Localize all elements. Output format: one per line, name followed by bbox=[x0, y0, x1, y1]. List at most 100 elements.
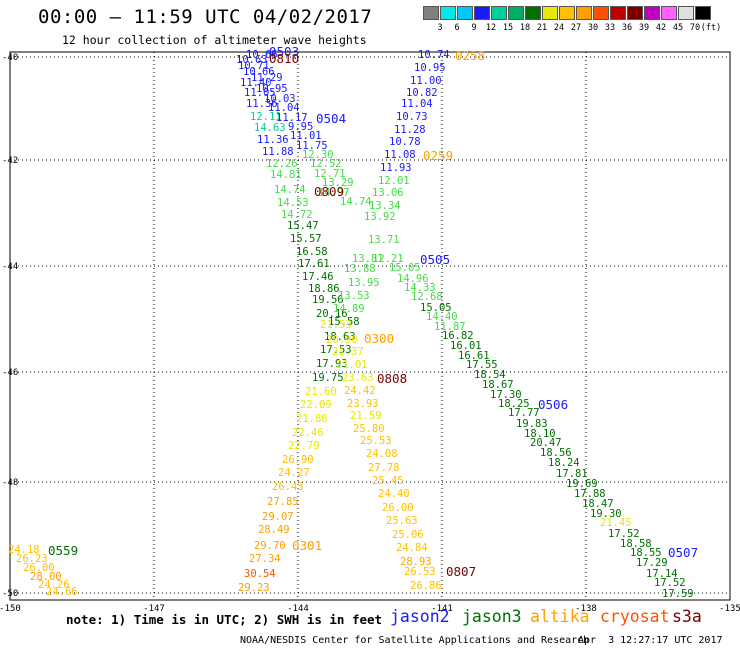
wave-height-label: 11.05 bbox=[244, 87, 276, 99]
wave-height-label: 10.74 bbox=[418, 49, 450, 61]
wave-height-label: 11.36 bbox=[246, 98, 278, 110]
wave-height-label: 10.71 bbox=[238, 60, 270, 72]
longitude-label: -147 bbox=[143, 604, 165, 614]
wave-height-label: 21.53 bbox=[320, 319, 352, 331]
wave-height-label: 14.96 bbox=[397, 273, 429, 285]
pass-time-label: 0504 bbox=[316, 111, 346, 126]
wave-height-label: 21.60 bbox=[305, 386, 337, 398]
wave-height-label: 18.55 bbox=[630, 547, 662, 559]
wave-height-label: 24.42 bbox=[344, 385, 376, 397]
color-scale-label: 6 bbox=[454, 23, 460, 33]
wave-height-label: 25.06 bbox=[392, 529, 424, 541]
pass-time-label: 0506 bbox=[538, 397, 568, 412]
wave-height-label: 10.66 bbox=[246, 49, 278, 61]
wave-height-label: 14.97 bbox=[318, 187, 350, 199]
wave-height-label: 14.72 bbox=[281, 209, 313, 221]
wave-height-label: 11.01 bbox=[290, 130, 322, 142]
wave-height-label: 17.55 bbox=[466, 359, 498, 371]
pass-time-label: 0301 bbox=[292, 538, 322, 553]
wave-height-label: 17.46 bbox=[302, 271, 334, 283]
wave-height-label: 21.01 bbox=[336, 359, 368, 371]
wave-height-label: 29.70 bbox=[254, 540, 286, 552]
wave-height-label: 14.74 bbox=[274, 184, 306, 196]
color-scale-swatch bbox=[593, 6, 609, 20]
wave-height-label: 26.00 bbox=[382, 502, 414, 514]
longitude-label: -141 bbox=[431, 604, 453, 614]
page-subtitle: 12 hour collection of altimeter wave hei… bbox=[62, 33, 367, 47]
color-scale-label: 15 bbox=[502, 23, 514, 33]
wave-height-label: 17.30 bbox=[490, 389, 522, 401]
wave-height-label: 26.90 bbox=[282, 454, 314, 466]
color-scale-swatch bbox=[661, 6, 677, 20]
pass-time-label: 0809 bbox=[314, 184, 344, 199]
wave-height-label: 11.88 bbox=[262, 146, 294, 158]
wave-height-label: 12.30 bbox=[302, 149, 334, 161]
wave-height-label: 16.01 bbox=[450, 340, 482, 352]
wave-height-label: 29.07 bbox=[262, 511, 294, 523]
color-scale-swatch bbox=[610, 6, 626, 20]
wave-height-label: 11.29 bbox=[251, 72, 283, 84]
wave-height-label: 17.59 bbox=[662, 588, 694, 600]
color-scale-swatch bbox=[525, 6, 541, 20]
wave-height-label: 18.56 bbox=[540, 447, 572, 459]
wave-height-label: 24.84 bbox=[396, 542, 428, 554]
longitude-label: -150 bbox=[0, 604, 21, 614]
longitude-label: -135 bbox=[719, 604, 740, 614]
wave-height-label: 17.88 bbox=[574, 488, 606, 500]
wave-height-label: 26.53 bbox=[404, 566, 436, 578]
wave-height-label: 9.95 bbox=[288, 121, 313, 133]
wave-height-label: 18.47 bbox=[582, 498, 614, 510]
wave-height-label: 12.26 bbox=[266, 158, 298, 170]
wave-height-label: 15.47 bbox=[287, 220, 319, 232]
wave-height-label: 21.37 bbox=[332, 346, 364, 358]
page-title: 00:00 — 11:59 UTC 04/02/2017 bbox=[38, 6, 373, 28]
wave-height-label: 30.54 bbox=[244, 568, 276, 580]
satellite-legend-cryosat: cryosat bbox=[600, 607, 670, 626]
wave-height-label: 14.63 bbox=[254, 122, 286, 134]
pass-time-label: 0300 bbox=[364, 331, 394, 346]
color-scale-swatch bbox=[542, 6, 558, 20]
color-scale-unit: (ft) bbox=[700, 23, 722, 33]
longitude-label: -138 bbox=[575, 604, 597, 614]
wave-height-label: 11.40 bbox=[240, 77, 272, 89]
credit-text: NOAA/NESDIS Center for Satellite Applica… bbox=[240, 635, 590, 646]
wave-height-label: 10.03 bbox=[264, 93, 296, 105]
wave-height-label: 19.30 bbox=[590, 508, 622, 520]
wave-height-label: 19.75 bbox=[312, 372, 344, 384]
wave-height-label: 25.53 bbox=[360, 435, 392, 447]
color-scale-label: 45 bbox=[672, 23, 684, 33]
color-scale-label: 33 bbox=[604, 23, 616, 33]
color-scale-swatch bbox=[627, 6, 643, 20]
wave-height-label: 13.06 bbox=[372, 187, 404, 199]
wave-height-label: 18.86 bbox=[308, 283, 340, 295]
color-scale-label: 36 bbox=[621, 23, 633, 33]
color-scale-label: 12 bbox=[485, 23, 497, 33]
wave-height-label: 13.81 bbox=[352, 253, 384, 265]
wave-height-label: 10.95 bbox=[414, 62, 446, 74]
color-scale-label: 39 bbox=[638, 23, 650, 33]
wave-height-label: 21.86 bbox=[296, 413, 328, 425]
wave-height-label: 24.26 bbox=[38, 579, 70, 591]
wave-height-label: 22.09 bbox=[300, 399, 332, 411]
wave-height-label: 17.52 bbox=[608, 528, 640, 540]
wave-height-label: 17.61 bbox=[298, 258, 330, 270]
wave-height-label: 25.63 bbox=[386, 515, 418, 527]
longitude-label: -144 bbox=[287, 604, 309, 614]
wave-height-label: 17.14 bbox=[646, 568, 678, 580]
wave-height-label: 18.63 bbox=[324, 331, 356, 343]
wave-height-label: 18.25 bbox=[498, 398, 530, 410]
wave-height-label: 24.66 bbox=[46, 586, 78, 598]
wave-height-label: 14.81 bbox=[270, 169, 302, 181]
pass-time-label: 0258 bbox=[455, 48, 485, 63]
wave-height-label: 18.54 bbox=[474, 369, 506, 381]
wave-height-label: 12.68 bbox=[411, 291, 443, 303]
wave-height-label: 13.34 bbox=[369, 200, 401, 212]
pass-time-label: 0807 bbox=[446, 564, 476, 579]
wave-height-label: 18.24 bbox=[548, 457, 580, 469]
wave-height-label: 11.04 bbox=[268, 102, 300, 114]
wave-height-label: 13.53 bbox=[338, 290, 370, 302]
color-scale-swatch bbox=[644, 6, 660, 20]
wave-height-label: 23.63 bbox=[342, 372, 374, 384]
satellite-legend-s3a: s3a bbox=[672, 607, 702, 626]
